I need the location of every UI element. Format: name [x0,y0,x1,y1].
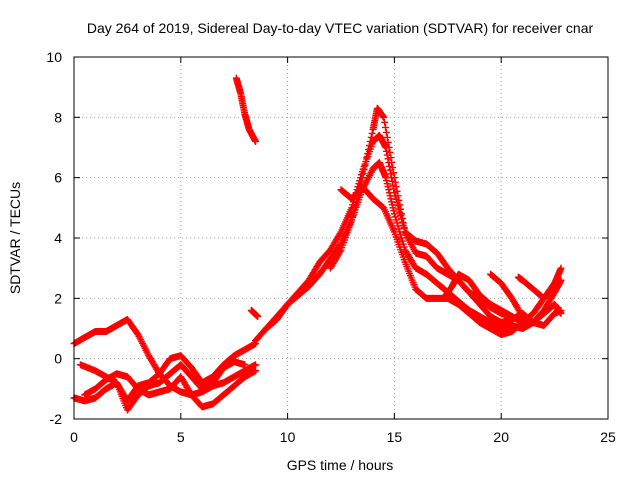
data-point [351,202,359,210]
series-arc-f [247,306,262,320]
data-point [363,154,371,162]
data-point [362,158,370,166]
data-point [395,196,403,204]
y-tick-label: 8 [54,109,62,125]
y-tick-label: 0 [54,351,62,367]
data-point [254,312,262,320]
data-point [394,192,402,200]
ticks [73,56,609,420]
data-point [365,141,373,149]
data-point [359,170,367,178]
data-point [252,361,260,369]
data-point [383,133,391,141]
data-point [387,154,395,162]
x-tick-label: 0 [70,429,78,445]
series-arc-k [440,270,516,320]
x-tick-label: 10 [280,429,296,445]
grid [74,57,608,419]
data-points [70,74,565,414]
data-point [557,264,565,272]
x-tick-label: 15 [387,429,403,445]
data-point [390,174,398,182]
data-point [389,164,397,172]
y-tick-label: 6 [54,170,62,186]
data-point [381,118,389,126]
x-tick-label: 5 [177,429,185,445]
y-tick-label: 4 [54,230,62,246]
data-point [364,150,372,158]
data-point [352,198,360,206]
y-tick-label: -2 [50,411,63,427]
y-tick-label: 2 [54,290,62,306]
x-tick-label: 25 [600,429,616,445]
data-point [366,137,374,145]
data-point [368,129,376,137]
data-point [392,183,400,191]
data-point [396,201,404,209]
data-point [336,248,344,256]
data-point [518,319,526,327]
data-point [357,177,365,185]
data-point [385,144,393,151]
data-point [557,309,565,317]
x-axis-label: GPS time / hours [287,457,394,473]
y-tick-label: 10 [46,49,62,65]
series-arc-l [487,270,565,326]
data-point [383,147,391,155]
series-arc-d [81,367,260,411]
series-arc-m [514,264,565,302]
data-point [508,312,516,320]
data-point [390,169,398,177]
data-point [388,159,396,167]
series-arc-b [70,358,249,414]
data-point [397,205,405,213]
data-point [400,223,408,231]
data-point [398,214,406,222]
data-point [349,212,357,220]
chart-title: Day 264 of 2019, Sidereal Day-to-day VTE… [87,20,594,36]
data-point [519,318,527,326]
data-point [380,113,388,121]
data-point [398,210,406,218]
data-point [358,174,366,182]
data-point [349,209,357,217]
data-point [399,219,407,227]
y-axis-label: SDTVAR / TECUs [7,182,23,294]
data-point [367,133,375,141]
data-point [385,162,393,170]
series-arc-e [232,74,260,145]
data-point [391,178,399,186]
data-point [365,146,373,154]
x-tick-label: 20 [493,429,509,445]
data-point [361,162,369,170]
data-point [348,216,356,224]
data-point [386,149,394,157]
data-point [252,137,260,145]
data-point [382,123,389,131]
data-point [350,205,358,213]
data-point [382,128,390,136]
data-point [241,361,249,369]
data-point [252,367,260,375]
series-arc-j [337,183,527,339]
data-point [384,138,392,146]
data-point [360,166,368,174]
tick-labels: 0 5 10 15 20 25 -2 0 2 4 6 8 10 [46,49,616,445]
data-point [393,187,401,195]
